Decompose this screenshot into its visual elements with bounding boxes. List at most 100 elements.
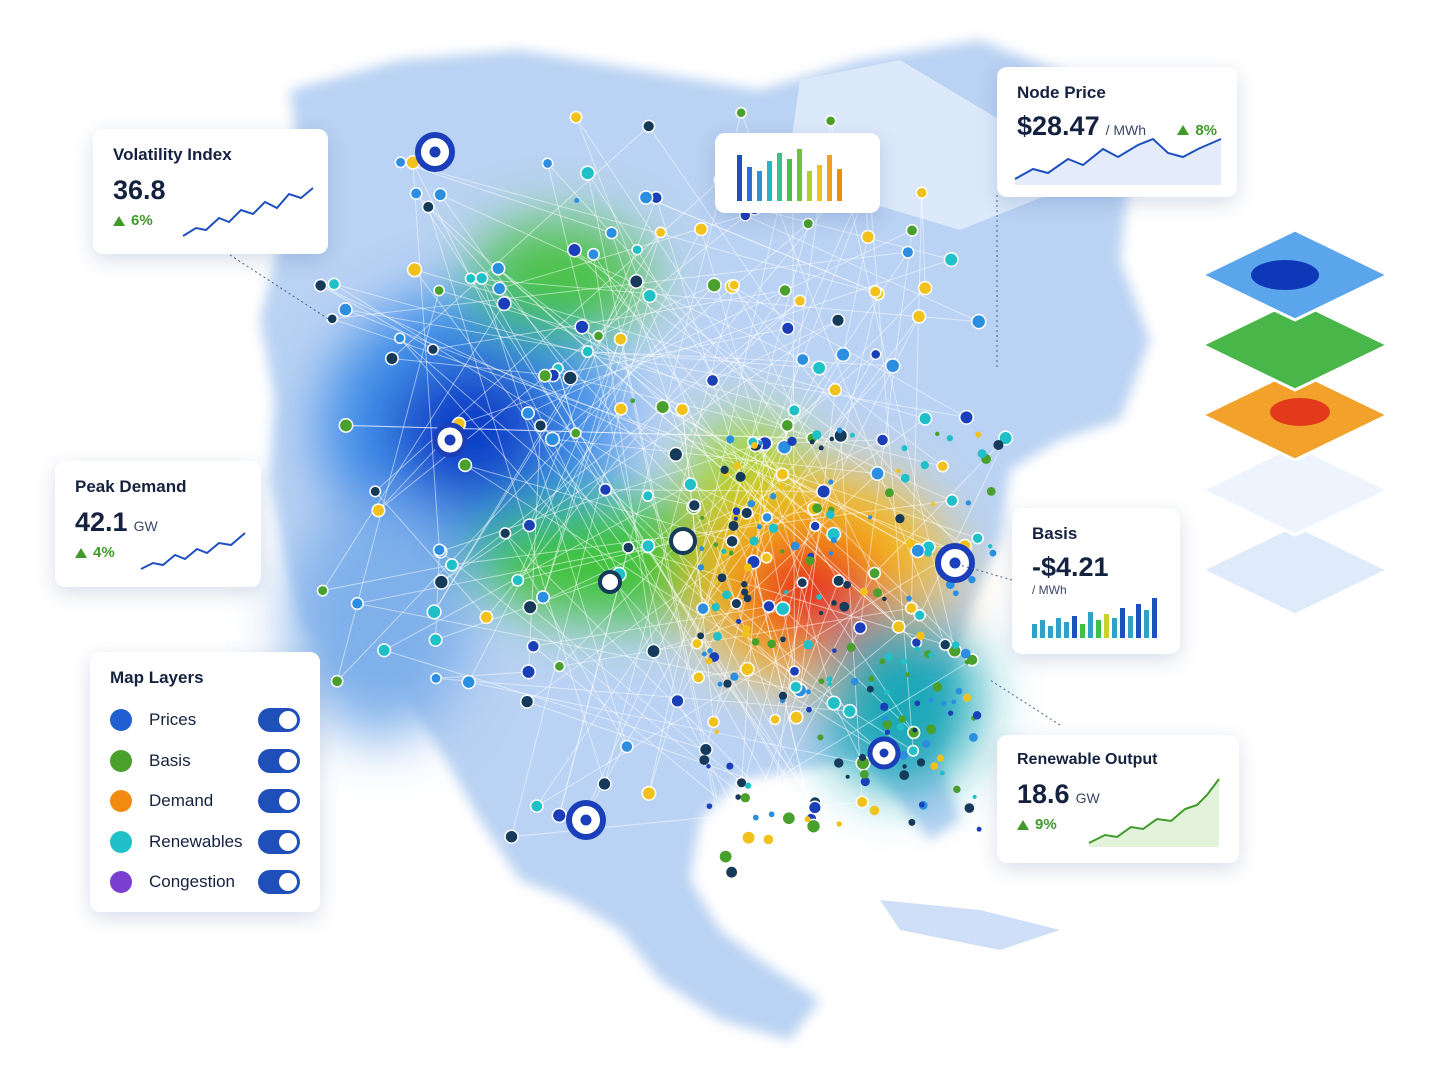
node (916, 631, 925, 641)
node (504, 829, 519, 844)
node (597, 776, 612, 792)
node (836, 821, 842, 827)
link (598, 284, 715, 337)
layer-label: Prices (149, 710, 197, 730)
node (946, 435, 954, 442)
node (562, 370, 578, 386)
node (940, 700, 947, 706)
node (781, 810, 797, 826)
node (832, 648, 837, 653)
node (901, 445, 908, 452)
link (868, 183, 914, 751)
link (799, 389, 836, 691)
node (971, 532, 984, 545)
link (433, 232, 662, 613)
node (787, 436, 797, 446)
node (758, 440, 763, 446)
node (924, 549, 932, 557)
node (830, 313, 846, 328)
node (534, 419, 548, 433)
node (988, 544, 993, 549)
node (620, 739, 634, 754)
node (882, 719, 892, 730)
node (998, 430, 1014, 446)
node (587, 247, 600, 261)
node (986, 487, 996, 496)
node (421, 200, 435, 214)
node (807, 800, 822, 815)
link (336, 284, 715, 682)
link (332, 318, 978, 539)
node (918, 801, 925, 808)
node (642, 288, 658, 304)
card-value: $28.47 (1017, 111, 1100, 141)
node (859, 769, 869, 779)
node (869, 681, 874, 686)
node-price-card: Node Price $28.47 / MWh 8% (997, 67, 1237, 197)
node (598, 482, 613, 497)
card-change: 9% (1017, 816, 1219, 833)
node (868, 566, 882, 580)
node (788, 665, 801, 678)
node (912, 727, 918, 733)
node (692, 671, 705, 684)
link (690, 484, 768, 518)
link (553, 327, 788, 376)
layer-toggle[interactable] (258, 829, 300, 854)
node (730, 672, 739, 681)
card-unit: / MWh (1032, 583, 1067, 597)
link (767, 582, 803, 840)
link (558, 547, 629, 816)
node (725, 534, 739, 549)
node (717, 573, 727, 583)
layer-toggle[interactable] (258, 870, 300, 895)
node (904, 601, 918, 615)
link (536, 537, 978, 807)
node (724, 865, 739, 880)
layer-toggle[interactable] (258, 789, 300, 814)
node (743, 563, 753, 572)
node (832, 574, 846, 588)
node (869, 805, 880, 816)
node (962, 693, 972, 702)
node (707, 647, 713, 654)
link (412, 162, 440, 551)
node (951, 699, 957, 705)
node (377, 643, 392, 658)
layer-dot (110, 709, 132, 732)
link (700, 229, 835, 704)
node (723, 679, 732, 688)
link (910, 192, 923, 609)
layers-panel: Map Layers Prices Basis Demand Renewables Co… (90, 652, 320, 912)
node (733, 516, 738, 521)
node (914, 646, 920, 652)
node (541, 157, 554, 170)
node (762, 833, 775, 846)
node (916, 758, 926, 767)
node (802, 217, 815, 230)
node (519, 694, 535, 709)
node (638, 190, 654, 205)
node (778, 283, 792, 298)
change-value: 9% (1035, 816, 1057, 833)
layer-dot (110, 790, 132, 813)
node (728, 279, 741, 291)
node (696, 601, 710, 616)
card-unit: GW (1075, 790, 1100, 806)
node (915, 186, 928, 199)
node (701, 651, 707, 657)
layer-toggle[interactable] (258, 748, 300, 773)
node (789, 680, 803, 694)
card-title: Basis (1032, 524, 1078, 543)
node (426, 604, 442, 620)
node (553, 660, 566, 673)
link (533, 645, 769, 840)
node (875, 433, 890, 447)
node (936, 754, 944, 762)
link (458, 259, 952, 425)
layer-toggle[interactable] (258, 708, 300, 733)
node (491, 261, 506, 276)
sparkline (182, 187, 314, 237)
node (699, 546, 705, 552)
